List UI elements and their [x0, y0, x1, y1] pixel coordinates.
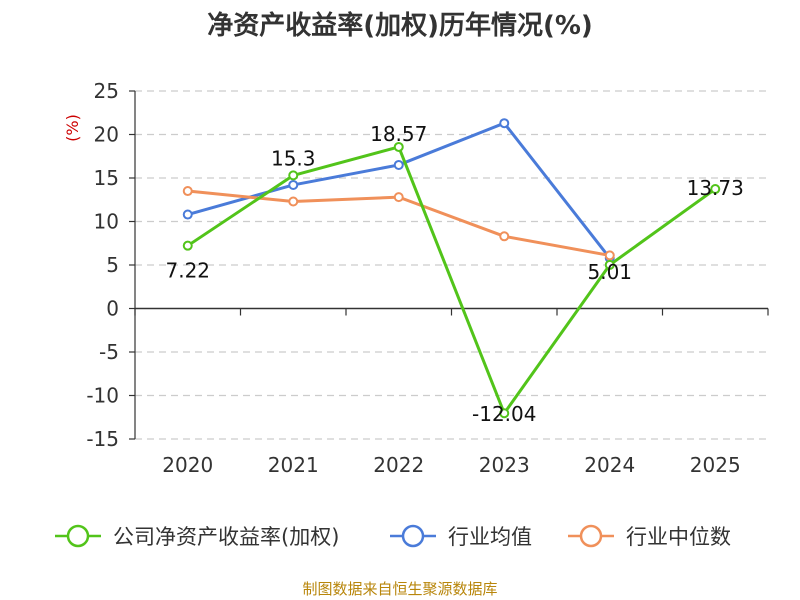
data-label: 13.73 [687, 176, 744, 200]
y-tick-label: 5 [106, 253, 119, 277]
series-lines [182, 118, 721, 419]
legend-label: 公司净资产收益率(加权) [113, 525, 339, 549]
series-point [182, 209, 193, 220]
data-label: 7.22 [165, 259, 210, 283]
data-labels: 7.22 15.3 18.57 -12.04 5.01 13.73 [165, 122, 743, 426]
legend-label: 行业均值 [448, 525, 532, 549]
series-point [393, 192, 404, 203]
x-tick-label: 2021 [268, 453, 319, 477]
y-tick-label: 20 [94, 123, 119, 147]
series-point [604, 250, 615, 261]
legend-item[interactable]: 公司净资产收益率(加权) [55, 524, 339, 549]
series-point [499, 118, 510, 129]
y-tick-label: 25 [94, 79, 119, 103]
y-axis-unit: (%) [63, 114, 82, 142]
series-point [288, 179, 299, 190]
series-point [393, 141, 404, 152]
series-point [288, 196, 299, 207]
legend-label: 行业中位数 [626, 525, 731, 549]
legend[interactable]: 公司净资产收益率(加权) 行业均值 行业中位数 [55, 524, 731, 549]
data-label: 18.57 [370, 122, 427, 146]
y-tick-label: -10 [86, 384, 119, 408]
axes: 25 20 15 10 5 0 -5 -10 -15 2020 2021 2022 2023 2024 20… [86, 79, 769, 477]
series-point [182, 186, 193, 197]
data-label: 15.3 [271, 146, 316, 170]
series-point [710, 184, 721, 195]
y-tick-label: -5 [99, 340, 119, 364]
data-label: 5.01 [587, 260, 632, 284]
y-tick-label: 10 [94, 210, 119, 234]
legend-item[interactable]: 行业中位数 [568, 524, 731, 549]
series-line [186, 145, 717, 415]
grid-lines [135, 90, 768, 440]
y-tick-label: 15 [94, 166, 119, 190]
series-point [604, 259, 615, 270]
series-point [499, 408, 510, 419]
chart-title: 净资产收益率(加权)历年情况(%) [207, 10, 593, 41]
x-tick-label: 2023 [479, 453, 530, 477]
legend-circle-swatch [66, 524, 90, 548]
series-point [393, 159, 404, 170]
source-note: 制图数据来自恒生聚源数据库 [302, 580, 497, 598]
series-point [499, 231, 510, 242]
x-tick-label: 2024 [584, 453, 635, 477]
legend-circle-swatch [579, 524, 603, 548]
x-tick-label: 2025 [690, 453, 741, 477]
legend-item[interactable]: 行业均值 [390, 524, 532, 549]
y-tick-label: 0 [106, 297, 119, 321]
legend-circle-swatch [401, 524, 425, 548]
y-tick-label: -15 [86, 427, 119, 451]
data-label: -12.04 [472, 402, 536, 426]
series-point [182, 240, 193, 251]
x-tick-label: 2020 [162, 453, 213, 477]
x-tick-label: 2022 [373, 453, 424, 477]
series-point [288, 170, 299, 181]
